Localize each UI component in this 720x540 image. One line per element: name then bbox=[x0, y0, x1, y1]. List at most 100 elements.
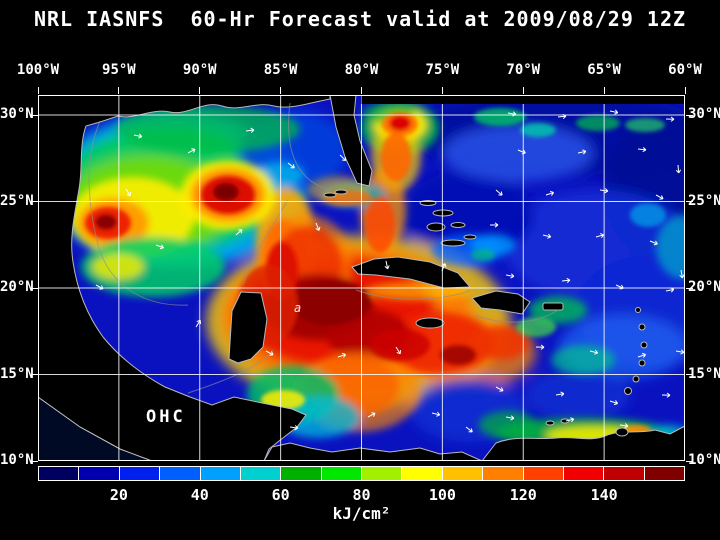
lat-tick-label-left: 15°N bbox=[0, 365, 34, 382]
current-vector-arrow bbox=[561, 277, 571, 284]
current-vector-arrow bbox=[195, 319, 202, 328]
lat-tick-mark-left bbox=[31, 460, 38, 462]
lat-tick-mark-left bbox=[31, 287, 38, 289]
current-vector-arrow bbox=[187, 148, 196, 154]
current-vector-arrow bbox=[619, 423, 629, 429]
land-cuba bbox=[351, 256, 472, 289]
current-vector-arrow bbox=[507, 111, 517, 117]
current-vector-arrow bbox=[495, 386, 504, 392]
lon-tick-label: 100°W bbox=[16, 62, 60, 78]
colorbar-segment bbox=[361, 466, 403, 481]
ohc-label: OHC bbox=[146, 407, 186, 427]
current-vector-arrow bbox=[495, 189, 503, 196]
colorbar-segment bbox=[118, 466, 161, 481]
current-vector-arrow bbox=[615, 284, 624, 290]
land-jamaica bbox=[415, 317, 445, 329]
current-vector-arrow bbox=[661, 392, 671, 398]
grid-layer bbox=[38, 95, 685, 461]
current-vector-arrow bbox=[542, 233, 552, 239]
colorbar-segment bbox=[78, 466, 120, 481]
current-vector-arrow bbox=[505, 415, 515, 421]
lat-tick-label-left: 20°N bbox=[0, 279, 34, 295]
lat-tick-label-left: 25°N bbox=[0, 192, 34, 209]
current-vector-arrow bbox=[245, 127, 255, 133]
current-vector-arrow bbox=[133, 133, 143, 139]
land-lesser-antilles bbox=[638, 359, 646, 367]
lat-tick-mark-right bbox=[686, 114, 693, 116]
land-lesser-antilles bbox=[638, 323, 646, 331]
current-vector-arrow bbox=[155, 244, 164, 250]
current-vector-arrow bbox=[384, 260, 390, 270]
current-vector-arrow bbox=[675, 164, 682, 174]
land-lesser-antilles bbox=[635, 307, 641, 313]
map-plot: OHC a bbox=[38, 95, 685, 461]
current-vector-arrow bbox=[431, 411, 441, 417]
colorbar-segment bbox=[441, 466, 484, 481]
colorbar-tick-label: 60 bbox=[271, 486, 290, 504]
lat-tick-mark-right bbox=[686, 201, 693, 202]
lat-tick-mark-right bbox=[686, 460, 693, 462]
land-florida-keys bbox=[334, 189, 348, 195]
current-vector-arrow bbox=[505, 273, 515, 279]
land-bahamas bbox=[440, 239, 466, 247]
colorbar-tick-label: 120 bbox=[509, 486, 537, 504]
lon-tick-label: 70°W bbox=[506, 62, 541, 78]
lat-tick-label-right: 20°N bbox=[688, 279, 720, 295]
current-vector-arrow bbox=[337, 352, 347, 358]
lon-tick-label: 65°W bbox=[587, 62, 621, 78]
current-vector-arrow bbox=[235, 229, 243, 236]
land-lesser-antilles bbox=[632, 375, 640, 383]
lon-tick-mark bbox=[199, 87, 201, 94]
lon-tick-mark bbox=[522, 87, 524, 94]
colorbar-segment bbox=[401, 466, 443, 481]
land-florida-keys bbox=[323, 192, 337, 198]
current-vector-arrow bbox=[367, 412, 376, 418]
colorbar-segment bbox=[522, 466, 564, 481]
lon-tick-mark bbox=[361, 87, 362, 94]
current-vector-arrow bbox=[675, 349, 685, 355]
current-vector-arrow bbox=[555, 391, 565, 397]
land-bahamas bbox=[426, 222, 446, 232]
current-vector-arrow bbox=[599, 188, 609, 194]
colorbar-segment bbox=[320, 466, 362, 481]
land-abc-islands bbox=[560, 418, 570, 424]
current-vector-arrow bbox=[637, 146, 647, 153]
lat-tick-mark-left bbox=[31, 114, 38, 116]
lon-tick-mark bbox=[441, 87, 443, 94]
current-vector-arrow bbox=[265, 350, 274, 356]
lon-tick-label: 80°W bbox=[344, 62, 379, 78]
figure-title: NRL IASNFS 60-Hr Forecast valid at 2009/… bbox=[33, 7, 687, 31]
lat-tick-label-right: 30°N bbox=[688, 106, 720, 122]
current-vectors bbox=[95, 109, 685, 433]
colorbar-tick-label: 20 bbox=[109, 486, 128, 504]
lon-tick-mark bbox=[118, 87, 120, 94]
current-vector-arrow bbox=[609, 400, 619, 406]
lon-tick-mark bbox=[280, 87, 282, 94]
current-vector-arrow bbox=[637, 352, 647, 358]
current-vector-arrow bbox=[595, 233, 605, 239]
colorbar-segment bbox=[643, 466, 685, 481]
current-vector-arrow bbox=[465, 426, 473, 433]
lon-tick-label: 85°W bbox=[263, 62, 298, 78]
land-puerto-rico bbox=[542, 302, 564, 311]
colorbar-segment bbox=[239, 466, 282, 481]
land-hispaniola bbox=[471, 290, 531, 315]
bathymetry-contours bbox=[88, 102, 559, 394]
land-us-mexico-central-america bbox=[38, 95, 331, 461]
current-vector-arrow bbox=[609, 109, 619, 115]
colorbar-segment bbox=[199, 466, 241, 481]
current-vector-arrow bbox=[545, 190, 555, 196]
current-vector-arrow bbox=[665, 287, 675, 293]
lat-tick-label-right: 25°N bbox=[688, 192, 720, 209]
lat-tick-label-left: 30°N bbox=[0, 106, 34, 122]
current-vector-arrow bbox=[589, 349, 599, 355]
colorbar-tick-label: 100 bbox=[428, 486, 456, 504]
current-vector-arrow bbox=[289, 425, 299, 431]
current-vector-arrow bbox=[649, 240, 658, 246]
land-lesser-antilles bbox=[624, 387, 632, 395]
colorbar-segment bbox=[159, 466, 201, 481]
ohc-heatmap bbox=[38, 95, 685, 461]
current-vector-arrow bbox=[665, 116, 675, 122]
current-vector-arrow bbox=[577, 149, 587, 155]
lon-tick-label: 75°W bbox=[425, 62, 460, 78]
